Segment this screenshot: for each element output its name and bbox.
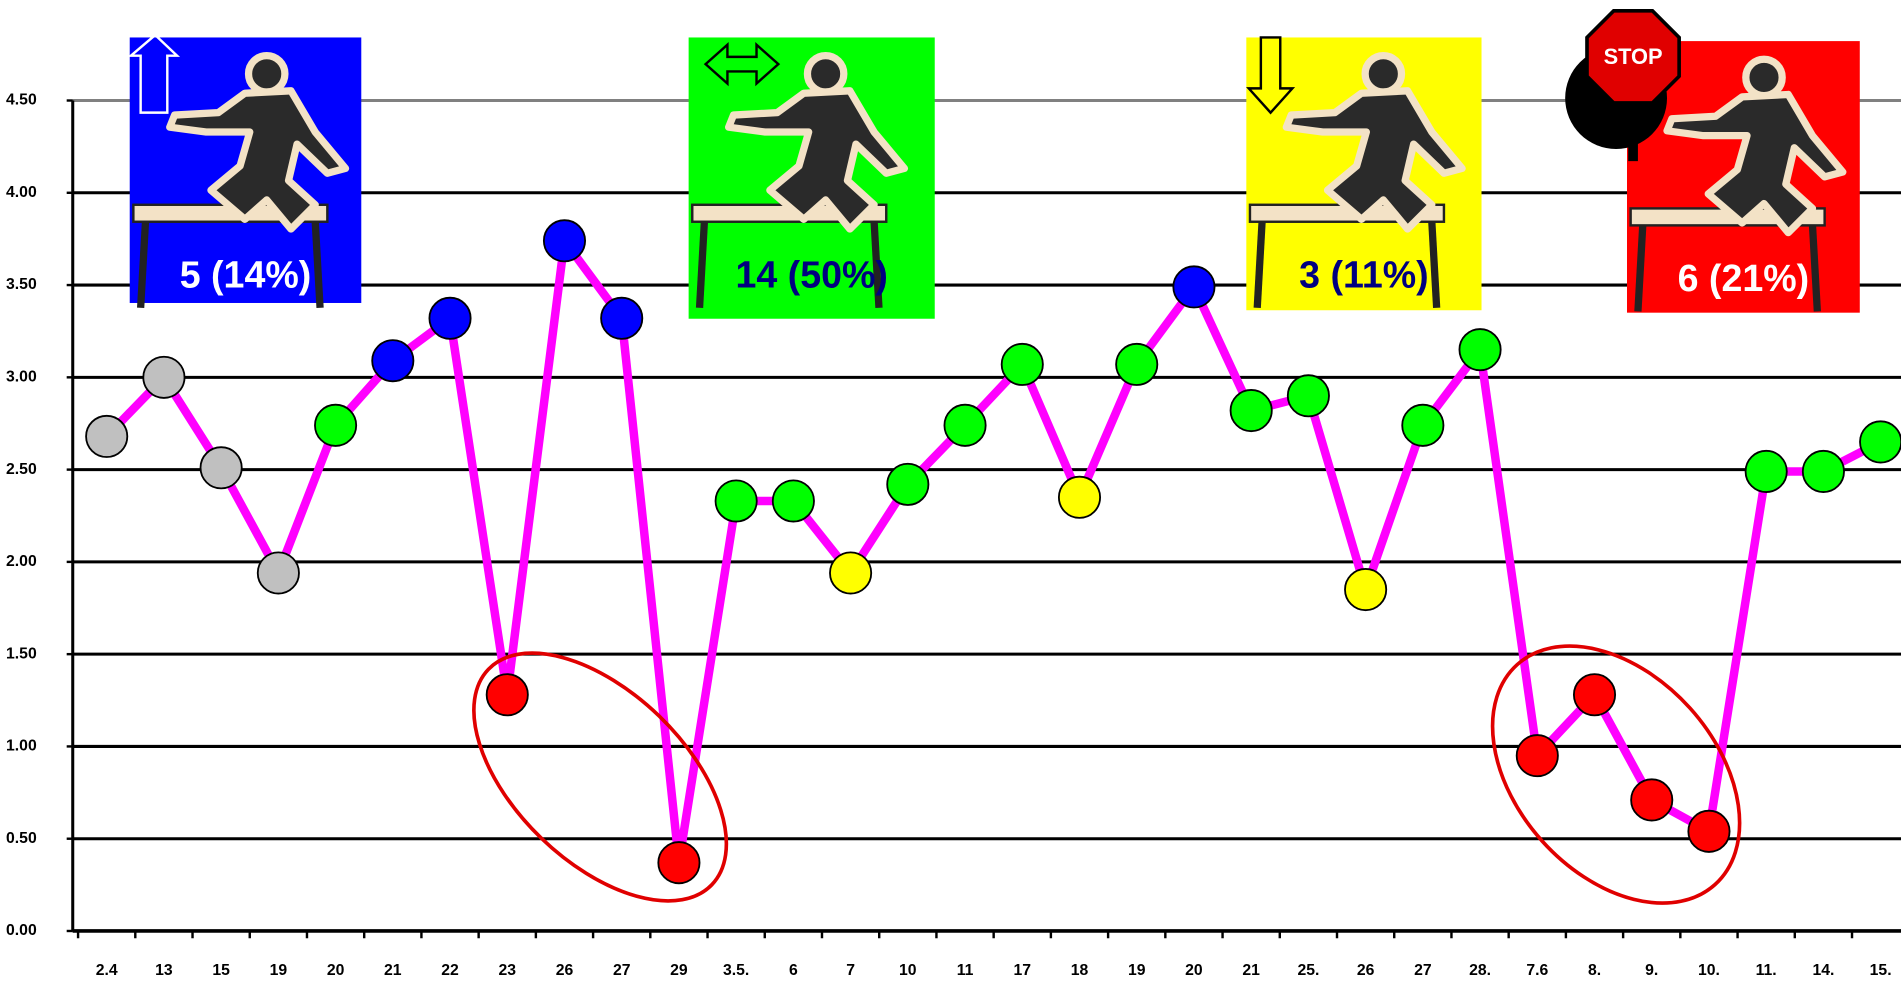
y-tick-label: 0.50 <box>6 830 37 847</box>
data-point <box>1401 403 1445 447</box>
x-tick-label: 2.4 <box>96 962 118 979</box>
data-point <box>657 841 701 885</box>
x-tick-label: 22 <box>441 962 459 979</box>
x-tick-label: 26 <box>556 962 574 979</box>
data-point <box>714 479 758 523</box>
data-point <box>485 673 529 717</box>
data-point <box>1286 374 1330 418</box>
x-tick-label: 17 <box>1014 962 1032 979</box>
stop-sign <box>1585 8 1681 105</box>
data-point <box>371 339 415 383</box>
y-tick-label: 3.50 <box>6 276 37 293</box>
panel-label: 14 (50%) <box>735 253 887 295</box>
x-tick-label: 29 <box>670 962 688 979</box>
x-tick-label: 19 <box>270 962 288 979</box>
panel-label: 5 (14%) <box>180 253 312 295</box>
x-tick-label: 27 <box>1414 962 1432 979</box>
x-tick-label: 28. <box>1469 962 1491 979</box>
x-tick-label: 14. <box>1812 962 1834 979</box>
data-point <box>85 414 129 458</box>
data-point <box>1859 420 1901 464</box>
data-point <box>199 446 243 490</box>
data-point <box>1172 265 1216 309</box>
data-point <box>1801 449 1845 493</box>
data-point <box>1229 389 1273 433</box>
sign-post <box>1628 98 1638 162</box>
x-tick-label: 21 <box>384 962 402 979</box>
x-tick-label: 3.5. <box>723 962 749 979</box>
y-tick-label: 4.00 <box>6 184 37 201</box>
data-point <box>1744 449 1788 493</box>
x-tick-label: 18 <box>1071 962 1089 979</box>
x-tick-label: 20 <box>327 962 345 979</box>
data-point <box>142 355 186 399</box>
x-tick-label: 9. <box>1645 962 1658 979</box>
y-tick-label: 4.50 <box>6 92 37 109</box>
x-tick-label: 10. <box>1698 962 1720 979</box>
data-point <box>1115 342 1159 386</box>
x-tick-label: 23 <box>498 962 516 979</box>
data-point <box>314 403 358 447</box>
x-tick-label: 27 <box>613 962 631 979</box>
x-tick-label: 10 <box>899 962 917 979</box>
y-tick-label: 1.00 <box>6 738 37 755</box>
x-tick-label: 26 <box>1357 962 1375 979</box>
panel-label: 3 (11%) <box>1299 253 1429 295</box>
down-arrow <box>1246 36 1296 115</box>
x-tick-label: 15 <box>212 962 230 979</box>
data-point <box>943 403 987 447</box>
data-point <box>256 551 300 595</box>
data-point <box>1687 809 1731 853</box>
data-point <box>1458 328 1502 372</box>
highlight-ellipse <box>1490 644 1742 905</box>
panels: 5 (14%) 14 (50%) 3 (11%) 6 (21%) STOP <box>127 8 1860 319</box>
y-tick-label: 2.00 <box>6 553 37 570</box>
data-point <box>600 296 644 340</box>
data-point <box>1000 342 1044 386</box>
x-tick-label: 15. <box>1870 962 1892 979</box>
x-tick-label: 11. <box>1756 962 1777 979</box>
x-tick-label: 8. <box>1588 962 1601 979</box>
data-point <box>1630 778 1674 822</box>
x-tick-label: 11 <box>957 962 974 979</box>
data-point <box>1515 734 1559 778</box>
x-tick-label: 6 <box>789 962 798 979</box>
x-tick-label: 13 <box>155 962 173 979</box>
x-tick-label: 19 <box>1128 962 1146 979</box>
x-tick-label: 7.6 <box>1526 962 1548 979</box>
double-arrow <box>703 42 781 87</box>
data-point <box>1344 568 1388 612</box>
y-tick-label: 1.50 <box>6 645 37 662</box>
data-point <box>771 479 815 523</box>
data-point <box>886 462 930 506</box>
stop-text: STOP <box>1604 44 1663 69</box>
data-point <box>1057 475 1102 519</box>
y-tick-label: 3.00 <box>6 368 37 385</box>
data-point <box>542 219 587 263</box>
data-point <box>1572 673 1617 717</box>
x-tick-label: 7 <box>846 962 855 979</box>
data-point <box>829 551 873 595</box>
data-point <box>428 296 472 340</box>
y-tick-label: 0.00 <box>6 922 37 939</box>
panel-label: 6 (21%) <box>1678 257 1810 299</box>
x-tick-label: 20 <box>1185 962 1203 979</box>
up-arrow <box>127 33 181 114</box>
highlight-ellipse <box>472 651 729 903</box>
x-tick-label: 25. <box>1297 962 1319 979</box>
x-tick-label: 21 <box>1242 962 1260 979</box>
y-tick-label: 2.50 <box>6 461 37 478</box>
series-line <box>103 236 1883 867</box>
